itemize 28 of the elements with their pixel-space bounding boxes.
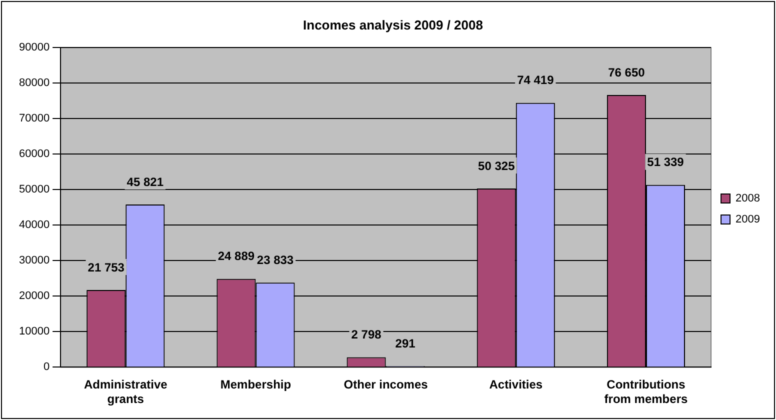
y-tick-label: 60000 — [18, 148, 50, 160]
x-tick-label: Membership — [220, 378, 292, 392]
data-label: 76 650 — [608, 65, 646, 80]
data-label: 51 339 — [647, 155, 684, 170]
data-label: 50 325 — [478, 158, 516, 173]
chart-title: Incomes analysis 2009 / 2008 — [303, 17, 483, 32]
y-tick-label: 10000 — [18, 326, 50, 338]
data-label: 2 798 — [351, 328, 382, 342]
y-tick-label: 20000 — [18, 290, 50, 302]
data-label: 24 889 — [218, 249, 255, 264]
data-label: 21 753 — [88, 260, 125, 274]
y-tick-label: 0 — [43, 361, 50, 374]
x-tick-label: Activities — [489, 378, 543, 392]
y-tick-label: 30000 — [18, 254, 50, 267]
data-label: 45 821 — [126, 174, 164, 189]
legend-label: 2009 — [736, 214, 760, 226]
y-tick-label: 40000 — [18, 219, 50, 232]
x-tick-label: Contributions from members — [604, 378, 688, 406]
y-tick-label: 90000 — [18, 42, 50, 54]
y-tick-label: 70000 — [18, 112, 50, 125]
y-tick-label: 50000 — [18, 184, 50, 196]
y-tick-label: 80000 — [18, 77, 50, 90]
x-tick-label: Administrative grants — [84, 378, 168, 406]
x-tick-label: Other incomes — [344, 378, 428, 392]
data-label: 74 419 — [517, 73, 554, 88]
data-label: 291 — [395, 336, 416, 350]
data-label: 23 833 — [256, 252, 294, 267]
legend-label: 2008 — [736, 192, 760, 205]
